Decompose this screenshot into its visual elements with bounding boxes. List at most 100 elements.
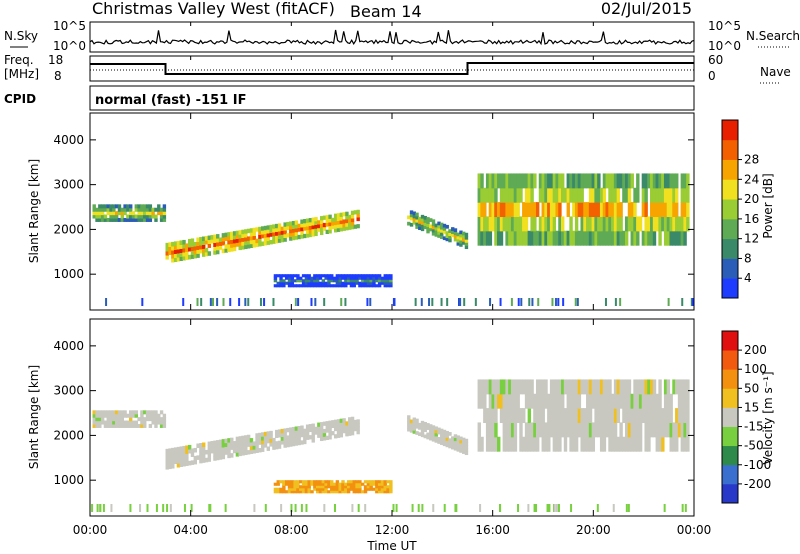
echo-cell [304, 276, 309, 280]
echo-cell [313, 487, 317, 491]
echo-cell [577, 173, 582, 189]
echo-cell [448, 238, 452, 243]
echo-cell [358, 487, 362, 491]
echo-cell [611, 393, 615, 409]
echo-cell [638, 379, 643, 395]
echo-cell [569, 436, 573, 452]
echo-cell [327, 485, 331, 489]
echo-cell [380, 480, 385, 484]
echo-cell [263, 229, 268, 235]
echo-cell [477, 422, 481, 438]
echo-cell [162, 413, 167, 418]
echo-cell [117, 211, 122, 216]
echo-cell [249, 445, 254, 451]
echo-cell [334, 217, 338, 222]
echo-cell [324, 284, 328, 288]
echo-cell [508, 187, 512, 203]
echo-cell [356, 419, 360, 424]
echo-cell [344, 279, 348, 283]
echo-cell [563, 436, 568, 452]
echo-cell [143, 417, 147, 422]
echo-cell [669, 422, 673, 438]
echo-cell [480, 202, 484, 218]
echo-cell [462, 443, 466, 448]
echo-cell [345, 428, 349, 433]
echo-cell [380, 487, 385, 491]
echo-cell [389, 487, 393, 491]
echo-cell [287, 274, 292, 278]
echo-cell [321, 284, 325, 288]
echo-cell [622, 393, 626, 409]
echo-cell [345, 424, 349, 430]
echo-cell [647, 393, 651, 409]
echo-cell [106, 410, 110, 415]
echo-cell [594, 393, 598, 409]
echo-cell [627, 173, 632, 189]
echo-cell [355, 487, 359, 491]
echo-cell [372, 279, 376, 283]
echo-cell [477, 173, 481, 189]
echo-cell [304, 281, 309, 285]
echo-cell [157, 420, 161, 425]
echo-cell [103, 410, 108, 415]
echo-cell [321, 487, 325, 491]
echo-cell [644, 173, 648, 189]
echo-cell [213, 440, 217, 446]
echo-cell [196, 249, 200, 254]
echo-cell [307, 279, 311, 283]
echo-cell [179, 248, 183, 253]
echo-cell [98, 204, 102, 209]
echo-cell [415, 424, 419, 429]
echo-cell [290, 276, 295, 280]
echo-cell [652, 393, 657, 409]
echo-cell [510, 393, 515, 409]
echo-cell [680, 187, 685, 203]
echo-cell [555, 393, 559, 409]
echo-cell [616, 436, 621, 452]
echo-cell [330, 490, 334, 494]
echo-cell [341, 480, 345, 484]
echo-cell [494, 379, 498, 395]
echo-cell [327, 490, 331, 494]
echo-cell [553, 504, 556, 512]
echo-cell [517, 298, 520, 306]
echo-cell [669, 393, 673, 409]
echo-cell [145, 417, 150, 422]
echo-cell [199, 454, 203, 460]
echo-cell [182, 298, 185, 306]
echo-cell [277, 433, 282, 438]
echo-cell [442, 439, 447, 443]
echo-cell [530, 216, 534, 232]
echo-cell [252, 445, 256, 450]
cpid-value: normal (fast) -151 IF [95, 93, 246, 108]
echo-cell [291, 232, 296, 237]
echo-cell [497, 230, 501, 246]
echo-cell [508, 173, 512, 189]
echo-cell [442, 432, 447, 437]
echo-cell [202, 454, 206, 459]
echo-cell [445, 430, 449, 435]
echo-cell [358, 482, 362, 486]
cpid-label: CPID [4, 92, 36, 106]
echo-cell [235, 242, 240, 247]
echo-cell [369, 485, 373, 489]
echo-cell [505, 173, 509, 189]
echo-cell [377, 487, 382, 491]
echo-cell [369, 284, 373, 288]
echo-cell [286, 439, 290, 444]
echo-cell [273, 279, 278, 283]
echo-cell [168, 242, 172, 247]
echo-cell [488, 436, 493, 452]
echo-cell [266, 225, 271, 230]
echo-cell [310, 276, 314, 280]
echo-cell [619, 393, 623, 409]
echo-cell [252, 243, 256, 248]
echo-cell [350, 225, 355, 230]
echo-cell [314, 231, 318, 237]
echo-cell [325, 421, 329, 426]
echo-cell [577, 422, 582, 438]
echo-cell [683, 173, 687, 189]
echo-cell [218, 245, 223, 250]
echo-cell [480, 173, 484, 189]
echo-cell [644, 187, 648, 203]
